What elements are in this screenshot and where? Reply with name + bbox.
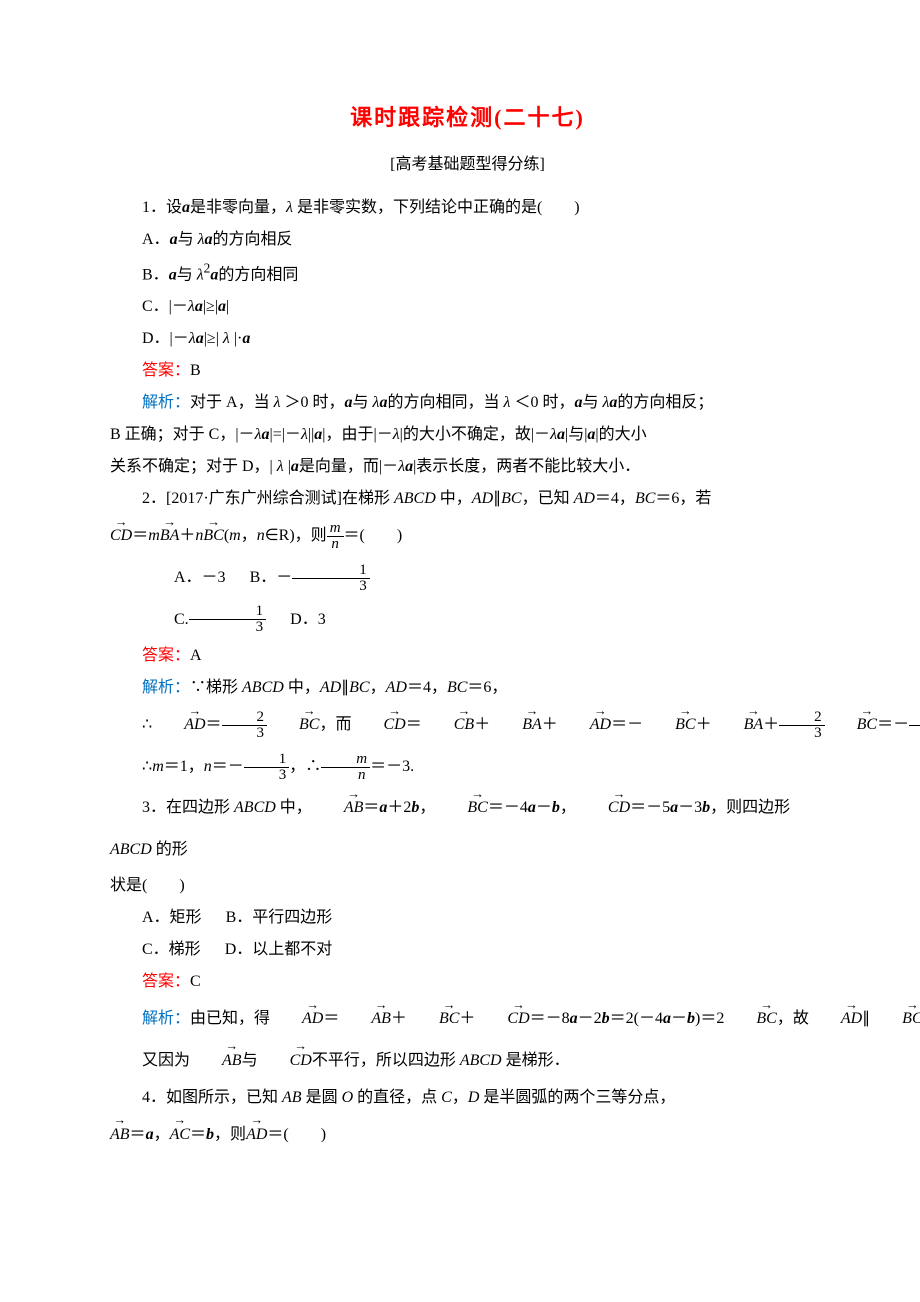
q2-stem-line2: CD＝mBA＋nBC(m，n∈R)，则mn＝( ) [110,515,825,557]
q3-options-cd: C．梯形 D．以上都不对 [110,934,825,966]
q2-analysis-2: ∴AD＝23BC，而CD＝CB＋BA＋AD＝－BC＋BA＋23BC＝－13BC＋… [110,704,825,746]
q1-option-d: D．|－λa|≥| λ |·a [110,323,825,355]
q4-stem: 4．如图所示，已知 AB 是圆 O 的直径，点 C，D 是半圆弧的两个三等分点， [110,1082,825,1114]
q1-option-b: B．a与 λ2a的方向相同 [110,256,825,291]
q1-answer: 答案：B [110,355,825,387]
q3-stem-2: 状是( ) [110,870,825,902]
q2-answer: 答案：A [110,640,825,672]
q3-analysis-2: 又因为AB与CD不平行，所以四边形 ABCD 是梯形． [110,1040,825,1082]
document-page: 课时跟踪检测(二十七) [高考基础题型得分练] 1．设a是非零向量，λ 是非零实… [0,0,920,1215]
q1-option-a: A．a与 λa的方向相反 [110,224,825,256]
q3-options-ab: A．矩形 B．平行四边形 [110,902,825,934]
page-title: 课时跟踪检测(二十七) [110,100,825,132]
q1-analysis: 解析：对于 A，当 λ ＞0 时，a与 λa的方向相同，当 λ ＜0 时，a与 … [110,387,825,419]
q3-stem: 3．在四边形 ABCD 中，AB＝a＋2b，BC＝－4a－b，CD＝－5a－3b… [110,787,825,870]
fraction-m-n: mn [327,521,344,552]
q4-stem-2: AB＝a，AC＝b，则AD＝( ) [110,1114,825,1156]
vector-cd: CD [110,515,132,557]
q1-analysis-3: 关系不确定；对于 D，| λ |a是向量，而|－λa|表示长度，两者不能比较大小… [110,451,825,483]
q2-options-cd: C.13 D．3 [110,599,825,641]
vector-ba: BA [160,515,180,557]
q1-analysis-2: B 正确；对于 C，|－λa|=|－λ||a|，由于|－λ|的大小不确定，故|－… [110,419,825,451]
q3-answer: 答案：C [110,966,825,998]
vector-bc: BC [203,515,223,557]
page-subtitle: [高考基础题型得分练] [110,150,825,174]
q1-stem: 1．设a是非零向量，λ 是非零实数，下列结论中正确的是( ) [110,192,825,224]
q2-options-ab: A．－3 B．－13 [110,557,825,599]
q1-option-c: C．|－λa|≥|a| [110,291,825,323]
